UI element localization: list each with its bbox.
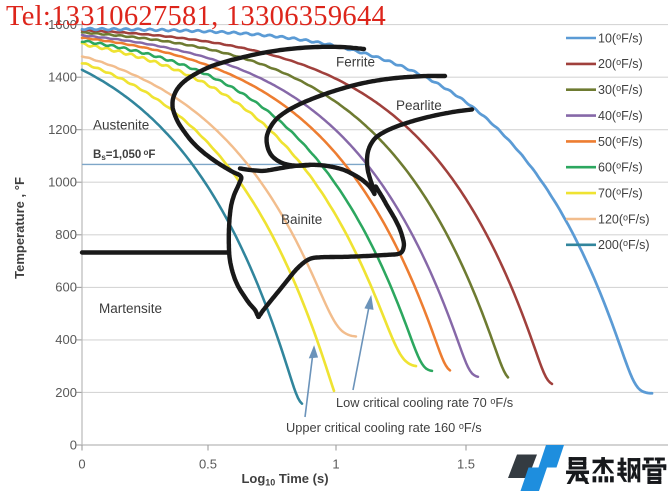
svg-text:70(oF/s): 70(oF/s) [598, 187, 643, 201]
svg-text:120(oF/s): 120(oF/s) [598, 212, 650, 226]
svg-text:Austenite: Austenite [93, 118, 149, 133]
svg-text:200(oF/s): 200(oF/s) [598, 238, 650, 252]
svg-text:Tel:13310627581, 13306359644: Tel:13310627581, 13306359644 [6, 1, 386, 32]
svg-text:10(oF/s): 10(oF/s) [598, 31, 643, 45]
svg-text:Temperature , °F: Temperature , °F [12, 177, 27, 279]
svg-text:20(oF/s): 20(oF/s) [598, 57, 643, 71]
svg-text:800: 800 [55, 227, 77, 242]
svg-text:Ferrite: Ferrite [336, 55, 375, 70]
svg-text:60(oF/s): 60(oF/s) [598, 161, 643, 175]
svg-text:1200: 1200 [48, 122, 77, 137]
svg-text:30(oF/s): 30(oF/s) [598, 83, 643, 97]
svg-text:50(oF/s): 50(oF/s) [598, 135, 643, 149]
svg-text:Bs=1,050 oF: Bs=1,050 oF [93, 148, 155, 162]
svg-text:40(oF/s): 40(oF/s) [598, 109, 643, 123]
svg-text:1000: 1000 [48, 175, 77, 190]
svg-text:200: 200 [55, 385, 77, 400]
svg-text:Martensite: Martensite [99, 301, 162, 316]
svg-text:0.5: 0.5 [199, 457, 217, 472]
svg-text:0: 0 [70, 437, 77, 452]
svg-text:0: 0 [78, 457, 85, 472]
svg-text:1: 1 [332, 457, 339, 472]
svg-text:Pearlite: Pearlite [396, 98, 442, 113]
svg-text:1600: 1600 [48, 17, 77, 32]
svg-text:1400: 1400 [48, 70, 77, 85]
svg-text:Bainite: Bainite [281, 212, 322, 227]
svg-text:Low critical cooling rate 70 o: Low critical cooling rate 70 oF/s [336, 395, 513, 410]
svg-text:Upper critical cooling rate 16: Upper critical cooling rate 160 oF/s [286, 420, 482, 435]
svg-text:400: 400 [55, 332, 77, 347]
svg-text:Log10 Time (s): Log10 Time (s) [241, 471, 328, 488]
svg-text:600: 600 [55, 280, 77, 295]
svg-text:1.5: 1.5 [457, 457, 475, 472]
